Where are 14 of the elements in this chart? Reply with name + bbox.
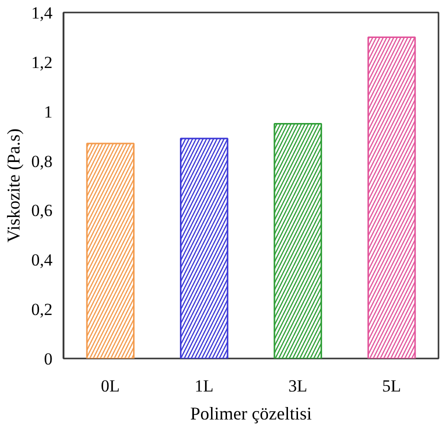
y-tick-label: 0,2	[31, 300, 52, 320]
y-tick-label: 0,4	[31, 250, 53, 270]
y-tick-label: 0,8	[31, 152, 52, 171]
y-tick-label: 1,4	[31, 4, 53, 22]
y-axis-title: Viskozite (Pa.s)	[3, 128, 24, 242]
y-tick-label: 1	[44, 102, 52, 122]
y-tick-label: 0	[44, 350, 52, 368]
x-tick-label: 0L	[100, 376, 120, 396]
x-tick-label: 3L	[288, 376, 308, 396]
x-axis-title: Polimer çözeltisi	[190, 404, 312, 424]
x-tick-label: 1L	[194, 376, 214, 396]
x-tick-label: 5L	[382, 376, 402, 396]
y-tick-label: 0,6	[31, 201, 52, 220]
y-tick-label: 1,2	[31, 52, 52, 72]
